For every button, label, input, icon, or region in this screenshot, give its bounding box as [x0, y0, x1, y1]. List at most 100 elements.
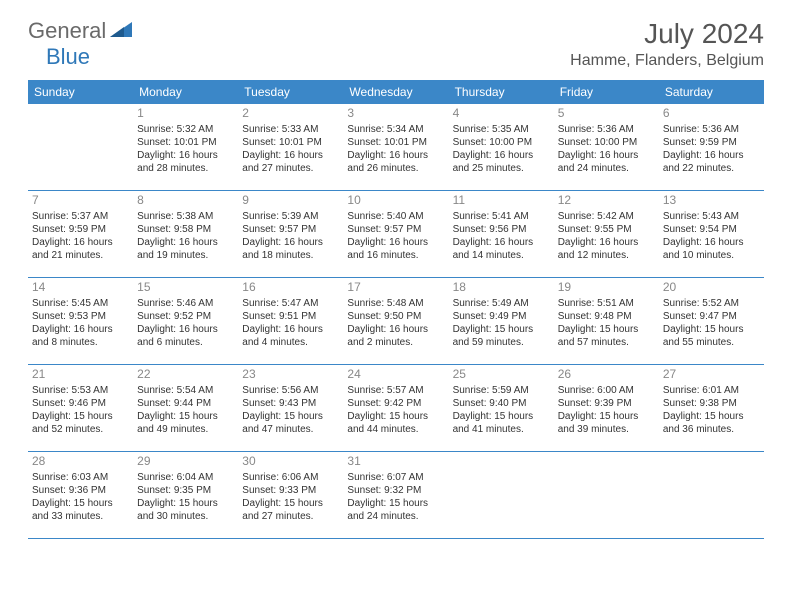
day-sunrise: Sunrise: 5:56 AM — [242, 384, 339, 397]
day-daylight: Daylight: 16 hours and 14 minutes. — [453, 236, 550, 262]
day-cell: 3Sunrise: 5:34 AMSunset: 10:01 PMDayligh… — [343, 104, 448, 190]
day-cell — [659, 452, 764, 538]
day-cell: 6Sunrise: 5:36 AMSunset: 9:59 PMDaylight… — [659, 104, 764, 190]
day-daylight: Daylight: 16 hours and 22 minutes. — [663, 149, 760, 175]
day-sunrise: Sunrise: 5:37 AM — [32, 210, 129, 223]
day-cell: 5Sunrise: 5:36 AMSunset: 10:00 PMDayligh… — [554, 104, 659, 190]
day-cell: 8Sunrise: 5:38 AMSunset: 9:58 PMDaylight… — [133, 191, 238, 277]
brand-triangle-icon — [110, 19, 132, 42]
day-sunrise: Sunrise: 6:07 AM — [347, 471, 444, 484]
day-daylight: Daylight: 16 hours and 12 minutes. — [558, 236, 655, 262]
day-sunrise: Sunrise: 5:52 AM — [663, 297, 760, 310]
day-daylight: Daylight: 16 hours and 19 minutes. — [137, 236, 234, 262]
day-sunrise: Sunrise: 5:38 AM — [137, 210, 234, 223]
day-sunrise: Sunrise: 6:06 AM — [242, 471, 339, 484]
day-daylight: Daylight: 16 hours and 16 minutes. — [347, 236, 444, 262]
day-number: 5 — [558, 106, 655, 122]
day-number: 1 — [137, 106, 234, 122]
day-sunset: Sunset: 9:50 PM — [347, 310, 444, 323]
day-number: 27 — [663, 367, 760, 383]
day-cell: 23Sunrise: 5:56 AMSunset: 9:43 PMDayligh… — [238, 365, 343, 451]
day-sunset: Sunset: 9:35 PM — [137, 484, 234, 497]
day-sunset: Sunset: 9:59 PM — [663, 136, 760, 149]
day-daylight: Daylight: 15 hours and 24 minutes. — [347, 497, 444, 523]
day-number: 18 — [453, 280, 550, 296]
day-daylight: Daylight: 15 hours and 57 minutes. — [558, 323, 655, 349]
day-sunrise: Sunrise: 5:48 AM — [347, 297, 444, 310]
day-sunrise: Sunrise: 5:47 AM — [242, 297, 339, 310]
day-daylight: Daylight: 15 hours and 44 minutes. — [347, 410, 444, 436]
day-cell: 31Sunrise: 6:07 AMSunset: 9:32 PMDayligh… — [343, 452, 448, 538]
day-cell: 28Sunrise: 6:03 AMSunset: 9:36 PMDayligh… — [28, 452, 133, 538]
day-daylight: Daylight: 15 hours and 39 minutes. — [558, 410, 655, 436]
day-number: 15 — [137, 280, 234, 296]
day-cell: 4Sunrise: 5:35 AMSunset: 10:00 PMDayligh… — [449, 104, 554, 190]
day-number: 3 — [347, 106, 444, 122]
week-row: 7Sunrise: 5:37 AMSunset: 9:59 PMDaylight… — [28, 191, 764, 278]
day-daylight: Daylight: 15 hours and 59 minutes. — [453, 323, 550, 349]
day-sunrise: Sunrise: 6:01 AM — [663, 384, 760, 397]
week-row: 28Sunrise: 6:03 AMSunset: 9:36 PMDayligh… — [28, 452, 764, 539]
title-block: July 2024 Hamme, Flanders, Belgium — [570, 18, 764, 70]
day-sunrise: Sunrise: 5:53 AM — [32, 384, 129, 397]
day-sunset: Sunset: 9:42 PM — [347, 397, 444, 410]
weeks-container: 1Sunrise: 5:32 AMSunset: 10:01 PMDayligh… — [28, 104, 764, 539]
brand-part2: Blue — [46, 44, 90, 69]
day-daylight: Daylight: 15 hours and 27 minutes. — [242, 497, 339, 523]
day-sunrise: Sunrise: 6:03 AM — [32, 471, 129, 484]
day-sunset: Sunset: 9:48 PM — [558, 310, 655, 323]
day-sunset: Sunset: 10:00 PM — [453, 136, 550, 149]
day-cell: 29Sunrise: 6:04 AMSunset: 9:35 PMDayligh… — [133, 452, 238, 538]
day-daylight: Daylight: 16 hours and 28 minutes. — [137, 149, 234, 175]
day-number: 28 — [32, 454, 129, 470]
day-sunset: Sunset: 9:33 PM — [242, 484, 339, 497]
day-sunrise: Sunrise: 6:04 AM — [137, 471, 234, 484]
day-sunrise: Sunrise: 5:46 AM — [137, 297, 234, 310]
day-cell: 30Sunrise: 6:06 AMSunset: 9:33 PMDayligh… — [238, 452, 343, 538]
day-cell: 27Sunrise: 6:01 AMSunset: 9:38 PMDayligh… — [659, 365, 764, 451]
day-cell: 15Sunrise: 5:46 AMSunset: 9:52 PMDayligh… — [133, 278, 238, 364]
week-row: 21Sunrise: 5:53 AMSunset: 9:46 PMDayligh… — [28, 365, 764, 452]
day-cell: 17Sunrise: 5:48 AMSunset: 9:50 PMDayligh… — [343, 278, 448, 364]
day-sunset: Sunset: 9:43 PM — [242, 397, 339, 410]
day-sunset: Sunset: 9:40 PM — [453, 397, 550, 410]
brand-part1: General — [28, 18, 106, 44]
day-number: 24 — [347, 367, 444, 383]
weekday-sat: Saturday — [659, 80, 764, 104]
day-sunset: Sunset: 9:57 PM — [242, 223, 339, 236]
day-sunrise: Sunrise: 5:40 AM — [347, 210, 444, 223]
header: General July 2024 Hamme, Flanders, Belgi… — [0, 0, 792, 74]
day-daylight: Daylight: 16 hours and 26 minutes. — [347, 149, 444, 175]
weekday-wed: Wednesday — [343, 80, 448, 104]
day-sunset: Sunset: 9:47 PM — [663, 310, 760, 323]
day-sunrise: Sunrise: 5:39 AM — [242, 210, 339, 223]
day-number: 12 — [558, 193, 655, 209]
day-cell — [28, 104, 133, 190]
day-daylight: Daylight: 16 hours and 21 minutes. — [32, 236, 129, 262]
day-sunset: Sunset: 9:59 PM — [32, 223, 129, 236]
day-number: 31 — [347, 454, 444, 470]
day-cell: 10Sunrise: 5:40 AMSunset: 9:57 PMDayligh… — [343, 191, 448, 277]
day-daylight: Daylight: 16 hours and 18 minutes. — [242, 236, 339, 262]
day-sunrise: Sunrise: 5:32 AM — [137, 123, 234, 136]
day-daylight: Daylight: 15 hours and 36 minutes. — [663, 410, 760, 436]
day-daylight: Daylight: 15 hours and 33 minutes. — [32, 497, 129, 523]
day-number: 9 — [242, 193, 339, 209]
day-daylight: Daylight: 15 hours and 30 minutes. — [137, 497, 234, 523]
day-sunset: Sunset: 9:55 PM — [558, 223, 655, 236]
day-daylight: Daylight: 16 hours and 10 minutes. — [663, 236, 760, 262]
day-daylight: Daylight: 15 hours and 55 minutes. — [663, 323, 760, 349]
day-number: 21 — [32, 367, 129, 383]
day-sunrise: Sunrise: 5:34 AM — [347, 123, 444, 136]
day-cell: 16Sunrise: 5:47 AMSunset: 9:51 PMDayligh… — [238, 278, 343, 364]
day-sunset: Sunset: 9:32 PM — [347, 484, 444, 497]
week-row: 14Sunrise: 5:45 AMSunset: 9:53 PMDayligh… — [28, 278, 764, 365]
day-sunrise: Sunrise: 5:59 AM — [453, 384, 550, 397]
day-sunrise: Sunrise: 5:42 AM — [558, 210, 655, 223]
weekday-sun: Sunday — [28, 80, 133, 104]
brand-logo: General — [28, 18, 134, 44]
day-daylight: Daylight: 16 hours and 8 minutes. — [32, 323, 129, 349]
day-sunset: Sunset: 10:01 PM — [137, 136, 234, 149]
day-cell: 26Sunrise: 6:00 AMSunset: 9:39 PMDayligh… — [554, 365, 659, 451]
day-daylight: Daylight: 15 hours and 49 minutes. — [137, 410, 234, 436]
